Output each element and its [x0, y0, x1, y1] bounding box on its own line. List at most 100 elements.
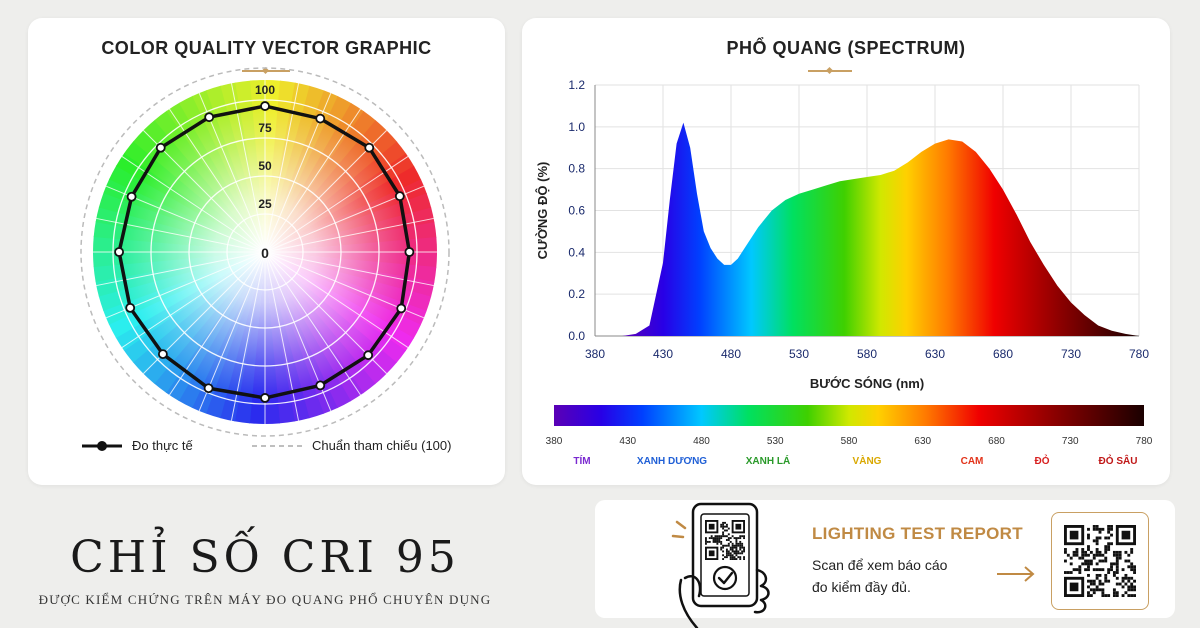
qr-module — [725, 525, 728, 528]
qr-module — [1133, 588, 1136, 592]
colorbar-tick-label: 680 — [988, 436, 1005, 447]
qr-module — [722, 533, 725, 536]
qr-module — [724, 535, 726, 538]
qr-finder-center — [1069, 530, 1079, 540]
y-tick-label: 0.4 — [568, 245, 585, 259]
qr-module — [1101, 553, 1105, 557]
x-tick-label: 730 — [1061, 347, 1081, 361]
qr-module — [733, 546, 736, 549]
qr-module — [743, 548, 745, 551]
qr-module — [1127, 559, 1131, 563]
qr-module — [705, 539, 707, 541]
qr-module — [1115, 550, 1119, 554]
report-qr-code[interactable] — [1051, 512, 1149, 610]
qr-module — [739, 540, 742, 543]
qr-module — [741, 542, 744, 545]
measured-point — [203, 383, 214, 394]
qr-module — [1095, 553, 1099, 557]
qr-module — [1107, 525, 1111, 528]
qr-module — [718, 540, 721, 543]
colorbar-tick-label: 380 — [546, 436, 563, 447]
qr-module — [739, 552, 742, 555]
qr-module — [733, 550, 736, 553]
qr-module — [714, 540, 717, 543]
qr-module — [741, 546, 744, 549]
colorbar-tick-label: 430 — [619, 436, 636, 447]
qr-module — [731, 548, 734, 551]
qr-module — [716, 535, 719, 538]
qr-module — [1092, 556, 1096, 560]
qr-module — [708, 537, 711, 540]
qr-module — [731, 558, 734, 560]
qr-code-icon — [705, 520, 745, 560]
spectrum-title: PHỔ QUANG (SPECTRUM) — [726, 38, 966, 58]
qr-module — [735, 558, 738, 560]
qr-module — [733, 537, 736, 540]
qr-module — [720, 523, 723, 526]
radar-title: COLOR QUALITY VECTOR GRAPHIC — [101, 38, 432, 58]
qr-module — [1110, 542, 1113, 546]
spectrum-colorbar — [554, 405, 1144, 426]
qr-module — [1095, 550, 1099, 554]
qr-module — [1101, 594, 1105, 597]
qr-module — [720, 542, 723, 545]
qr-module — [725, 548, 728, 551]
colorbar-tick-label: 730 — [1062, 436, 1079, 447]
qr-module — [1107, 530, 1111, 534]
qr-module — [743, 537, 745, 540]
qr-module — [1107, 594, 1111, 597]
qr-module — [716, 540, 719, 543]
qr-module — [1089, 588, 1093, 592]
qr-module — [741, 550, 744, 553]
qr-module — [712, 537, 715, 540]
qr-module — [1104, 545, 1108, 549]
qr-module — [1084, 562, 1088, 566]
qr-module — [1133, 571, 1136, 574]
qr-module — [714, 539, 717, 541]
qr-module — [1127, 576, 1131, 580]
qr-module — [1095, 542, 1099, 546]
qr-module — [1121, 579, 1125, 583]
legend-reference-label: Chuẩn tham chiếu (100) — [312, 438, 452, 453]
qr-module — [1133, 565, 1136, 569]
qr-module — [1092, 588, 1096, 592]
qr-module — [1081, 562, 1085, 566]
qr-module — [1115, 594, 1119, 597]
y-tick-label: 0.2 — [568, 287, 585, 301]
qr-module — [1130, 576, 1134, 580]
qr-module — [1101, 568, 1105, 572]
qr-module — [1078, 571, 1082, 574]
qr-module — [1087, 527, 1090, 531]
qr-module — [727, 542, 730, 545]
test-report-card[interactable]: LIGHTING TEST REPORT Scan để xem báo cáo… — [595, 500, 1175, 628]
qr-module — [1127, 585, 1131, 589]
qr-module — [741, 544, 744, 547]
phone-scan-icon — [671, 502, 770, 628]
qr-module — [1124, 591, 1128, 595]
qr-module — [1124, 573, 1128, 577]
qr-module — [720, 535, 723, 538]
qr-module — [724, 525, 726, 528]
measured-point — [315, 380, 326, 391]
outer-dashed-ring — [80, 67, 450, 437]
qr-module — [733, 544, 736, 547]
qr-module — [1084, 550, 1088, 554]
qr-module — [1127, 565, 1131, 569]
qr-module — [725, 552, 728, 555]
qr-module — [1078, 565, 1082, 569]
qr-module — [1112, 562, 1116, 566]
qr-module — [737, 544, 740, 547]
qr-module — [1092, 591, 1096, 595]
qr-module — [1084, 559, 1088, 563]
qr-module — [722, 546, 725, 549]
color-name-label: ĐỎ — [1035, 454, 1050, 467]
qr-module — [1089, 582, 1093, 586]
y-tick-label: 0.0 — [568, 329, 585, 343]
report-title: LIGHTING TEST REPORT — [812, 524, 1023, 543]
qr-finder-center — [1069, 582, 1079, 592]
qr-module — [724, 544, 726, 547]
qr-module — [1075, 550, 1079, 554]
qr-module — [729, 556, 732, 559]
qr-module — [720, 540, 723, 543]
qr-module — [1118, 550, 1122, 554]
